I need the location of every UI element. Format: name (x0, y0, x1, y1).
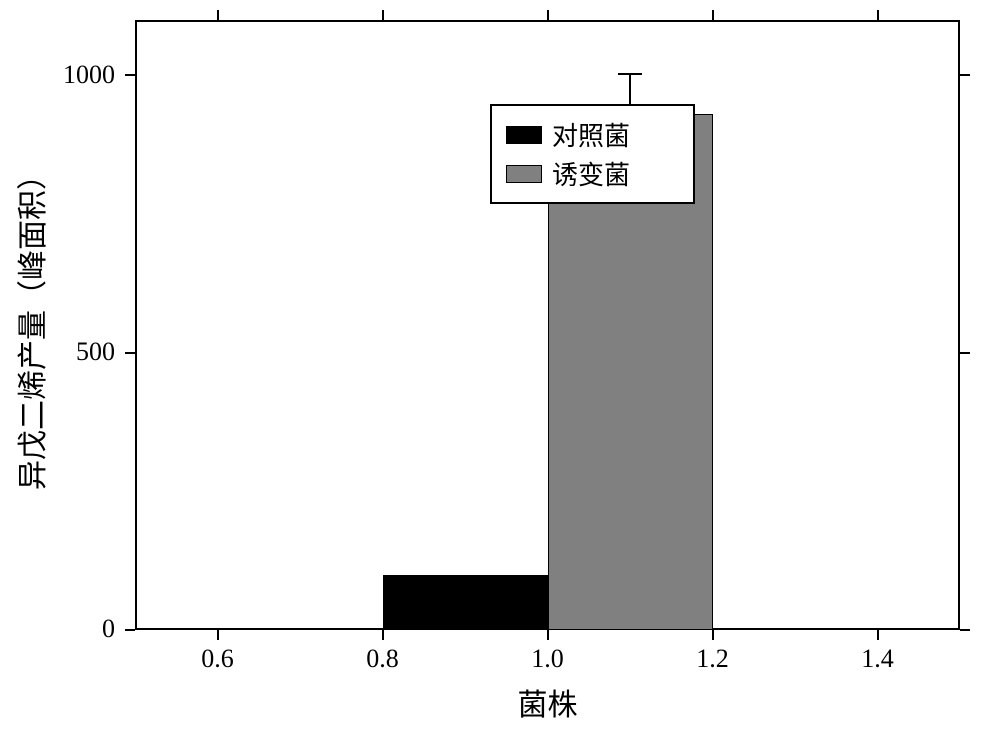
y-tick-label: 1000 (35, 60, 115, 90)
x-tick-top (877, 10, 879, 20)
x-tick-top (217, 10, 219, 20)
x-tick (547, 630, 549, 640)
x-tick-top (547, 10, 549, 20)
x-tick-label: 0.8 (343, 644, 423, 674)
y-tick (125, 74, 135, 76)
legend-label: 对照菌 (552, 116, 630, 153)
x-tick-label: 1.2 (673, 644, 753, 674)
bar-chart-figure: 0.60.81.01.21.4 05001000 菌株 异戊二烯产量（峰面积） … (0, 0, 1000, 729)
x-tick-top (712, 10, 714, 20)
x-tick (712, 630, 714, 640)
x-tick-label: 1.4 (838, 644, 918, 674)
legend-swatch (506, 126, 542, 144)
x-axis-title: 菌株 (135, 680, 960, 724)
bar-control (383, 575, 548, 630)
x-tick-top (382, 10, 384, 20)
legend-label: 诱变菌 (552, 155, 630, 192)
legend: 对照菌诱变菌 (490, 104, 695, 204)
legend-swatch (506, 165, 542, 183)
x-tick (217, 630, 219, 640)
legend-item: 对照菌 (506, 116, 679, 153)
y-tick-label: 0 (35, 614, 115, 644)
y-tick-right (960, 629, 970, 631)
x-tick-label: 1.0 (508, 644, 588, 674)
x-tick-label: 0.6 (178, 644, 258, 674)
y-axis-title: 异戊二烯产量（峰面积） (0, 305, 335, 345)
y-tick-right (960, 352, 970, 354)
y-tick-right (960, 74, 970, 76)
x-tick (382, 630, 384, 640)
y-tick (125, 629, 135, 631)
y-tick (125, 352, 135, 354)
legend-item: 诱变菌 (506, 155, 679, 192)
x-tick (877, 630, 879, 640)
